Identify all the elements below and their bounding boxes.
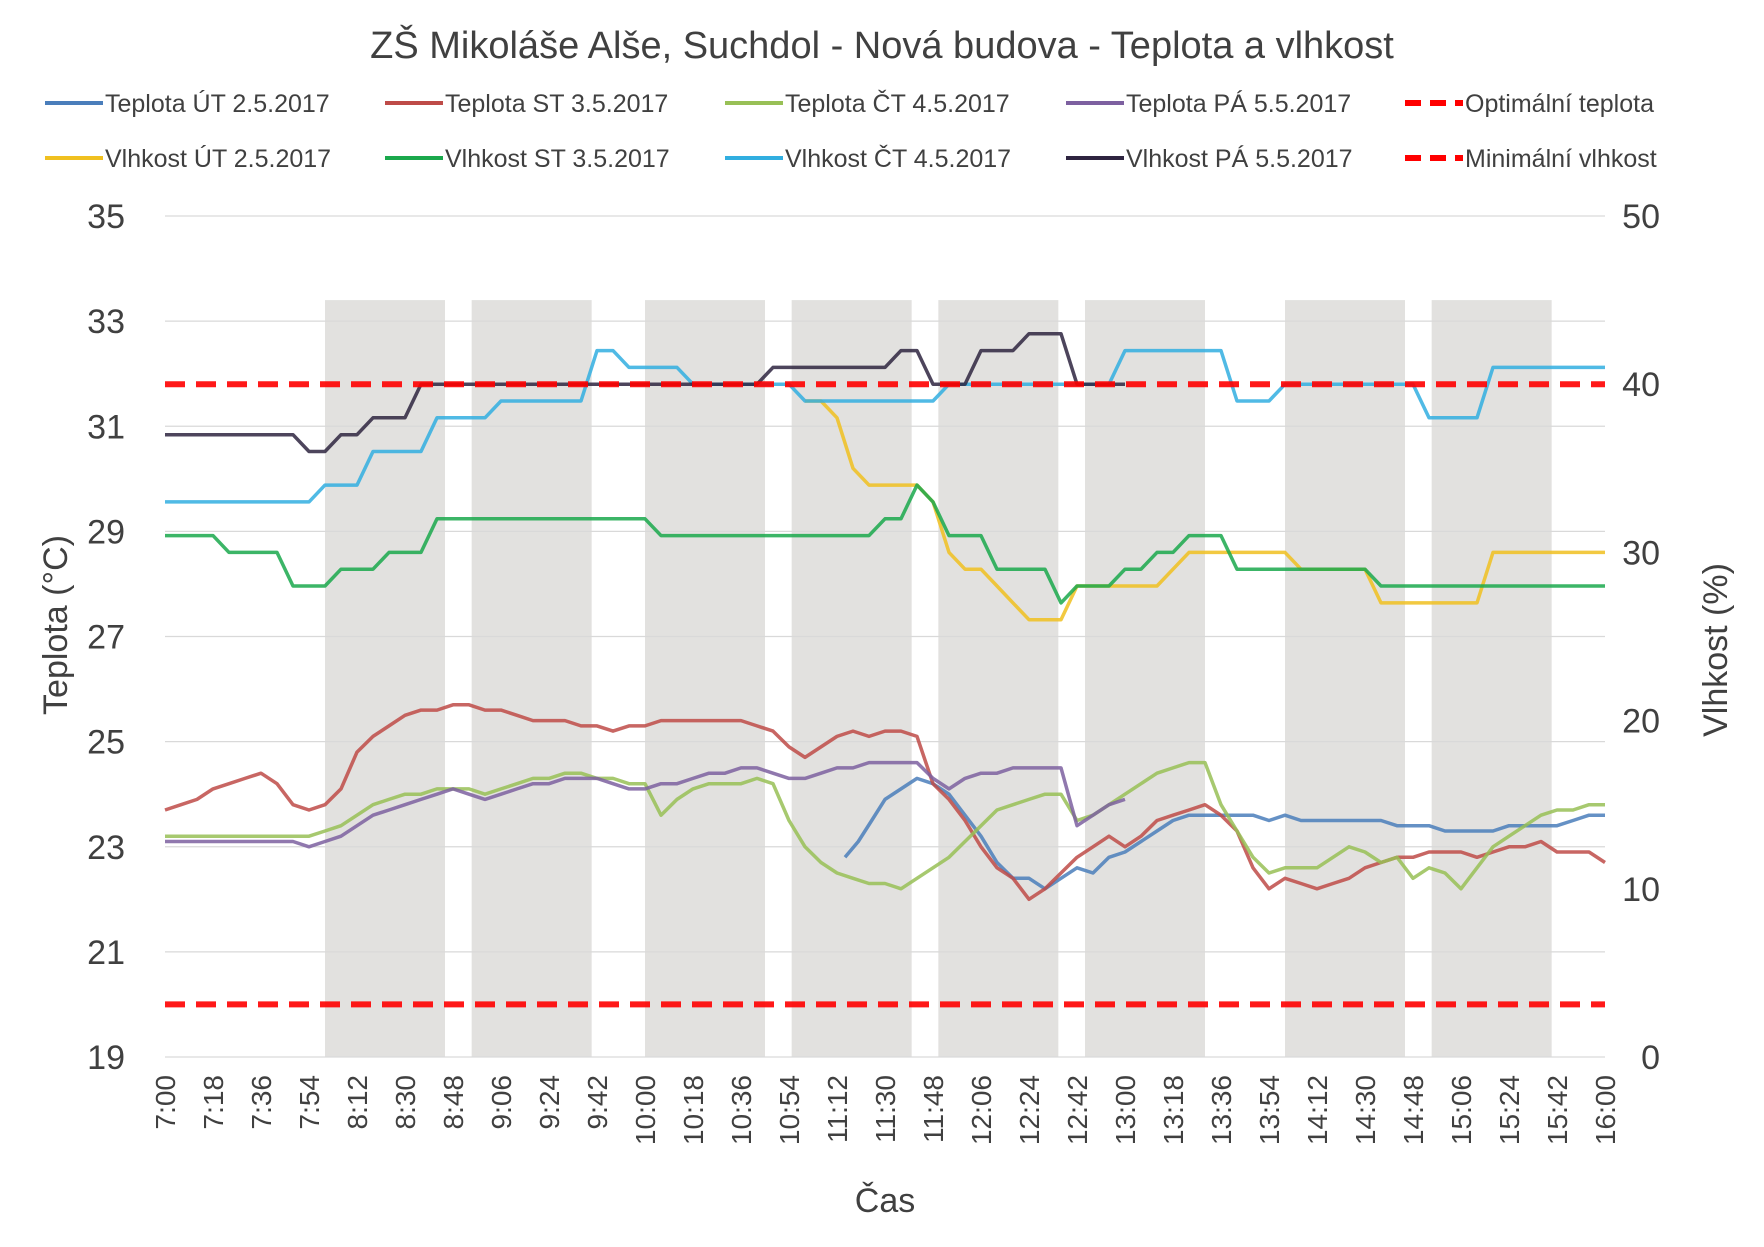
- x-tick-label: 12:42: [1062, 1075, 1093, 1145]
- x-tick-label: 14:12: [1302, 1075, 1333, 1145]
- y2-tick-label: 30: [1622, 534, 1660, 572]
- gridlines: [165, 215, 1605, 1058]
- y2-tick-label: 10: [1622, 871, 1660, 909]
- x-axis-title: Čas: [855, 1182, 915, 1220]
- x-tick-label: 11:12: [822, 1075, 853, 1143]
- x-tick-label: 8:12: [342, 1075, 373, 1130]
- series-line-5: [805, 399, 1605, 622]
- x-axis: 7:00 7:18 7:36 7:54 8:12 8:30 8:48 9:06 9:24 9:42…: [150, 1075, 1621, 1145]
- legend-label-8: Vlhkost PÁ 5.5.2017: [1126, 144, 1353, 173]
- series-line-1: [164, 703, 1606, 902]
- x-tick-label: 10:00: [630, 1075, 661, 1145]
- x-tick-label: 15:24: [1494, 1075, 1525, 1145]
- legend-label-6: Vlhkost ST 3.5.2017: [445, 145, 670, 173]
- y2-tick-label: 50: [1622, 198, 1660, 236]
- y2-tick-label: 20: [1622, 703, 1660, 741]
- x-tick-label: 16:00: [1590, 1075, 1621, 1145]
- shaded-period-4: [938, 300, 1059, 1058]
- series-lines: [164, 331, 1606, 1008]
- series-line-3: [165, 760, 1126, 849]
- series-line-6: [165, 483, 1605, 605]
- y-tick-label: 31: [87, 408, 125, 446]
- x-tick-label: 8:48: [438, 1075, 469, 1130]
- y2-tick-label: 0: [1641, 1039, 1660, 1077]
- y-tick-label: 35: [87, 198, 125, 236]
- legend-label-5: Vlhkost ÚT 2.5.2017: [105, 144, 331, 173]
- y-tick-label: 25: [87, 724, 125, 762]
- y-axis-right: 0 10 20 30 40 50: [1622, 198, 1660, 1077]
- legend: Teplota ÚT 2.5.2017 Teplota ST 3.5.2017 Te…: [45, 89, 1657, 173]
- legend-label-3: Teplota PÁ 5.5.2017: [1126, 89, 1351, 118]
- series-line-2: [165, 760, 1605, 891]
- y-tick-label: 23: [87, 829, 125, 867]
- x-tick-label: 13:18: [1158, 1075, 1189, 1145]
- x-tick-label: 14:48: [1398, 1075, 1429, 1145]
- x-tick-label: 7:54: [294, 1075, 325, 1130]
- y-axis-title: Teplota (°C): [37, 535, 75, 715]
- y-tick-label: 29: [87, 513, 125, 551]
- x-tick-label: 7:18: [198, 1075, 229, 1130]
- legend-label-1: Teplota ST 3.5.2017: [445, 90, 668, 118]
- x-tick-label: 15:06: [1446, 1075, 1477, 1145]
- x-tick-label: 9:06: [486, 1075, 517, 1130]
- x-tick-label: 10:18: [678, 1075, 709, 1145]
- x-tick-label: 12:24: [1014, 1075, 1045, 1145]
- chart-title: ZŠ Mikoláše Alše, Suchdol - Nová budova …: [370, 23, 1394, 67]
- legend-label-2: Teplota ČT 4.5.2017: [785, 89, 1010, 118]
- shaded-period-2: [645, 300, 765, 1058]
- legend-label-4: Optimální teplota: [1465, 90, 1654, 118]
- x-tick-label: 7:00: [150, 1075, 181, 1130]
- x-tick-label: 13:00: [1110, 1075, 1141, 1145]
- shaded-period-3: [791, 300, 912, 1058]
- x-tick-label: 10:54: [774, 1075, 805, 1145]
- shaded-period-7: [1431, 300, 1552, 1058]
- y-tick-label: 21: [87, 934, 125, 972]
- x-tick-label: 14:30: [1350, 1075, 1381, 1145]
- x-tick-label: 12:06: [966, 1075, 997, 1145]
- shaded-period-5: [1085, 300, 1205, 1058]
- y-tick-label: 27: [87, 619, 125, 657]
- y2-tick-label: 40: [1622, 366, 1660, 404]
- x-tick-label: 13:54: [1254, 1075, 1285, 1145]
- legend-label-0: Teplota ÚT 2.5.2017: [105, 89, 330, 118]
- series-line-8: [165, 331, 1125, 454]
- y2-axis-title: Vlhkost (%): [1697, 563, 1735, 737]
- x-tick-label: 11:30: [870, 1075, 901, 1143]
- y-tick-label: 19: [87, 1039, 125, 1077]
- x-tick-label: 7:36: [246, 1075, 277, 1130]
- shaded-periods: [325, 300, 1552, 1058]
- legend-label-7: Vlhkost ČT 4.5.2017: [785, 144, 1011, 173]
- x-tick-label: 11:48: [918, 1075, 949, 1143]
- legend-label-9: Minimální vlhkost: [1465, 145, 1657, 173]
- x-tick-label: 15:42: [1542, 1075, 1573, 1145]
- x-tick-label: 13:36: [1206, 1075, 1237, 1145]
- shaded-period-6: [1285, 300, 1405, 1058]
- y-axis-left: 19 21 23 25 27 29 31 33 35: [87, 198, 125, 1077]
- y-tick-label: 33: [87, 303, 125, 341]
- x-tick-label: 8:30: [390, 1075, 421, 1130]
- x-tick-label: 10:36: [726, 1075, 757, 1145]
- x-tick-label: 9:42: [582, 1075, 613, 1130]
- shaded-period-0: [325, 300, 445, 1058]
- x-tick-label: 9:24: [534, 1075, 565, 1130]
